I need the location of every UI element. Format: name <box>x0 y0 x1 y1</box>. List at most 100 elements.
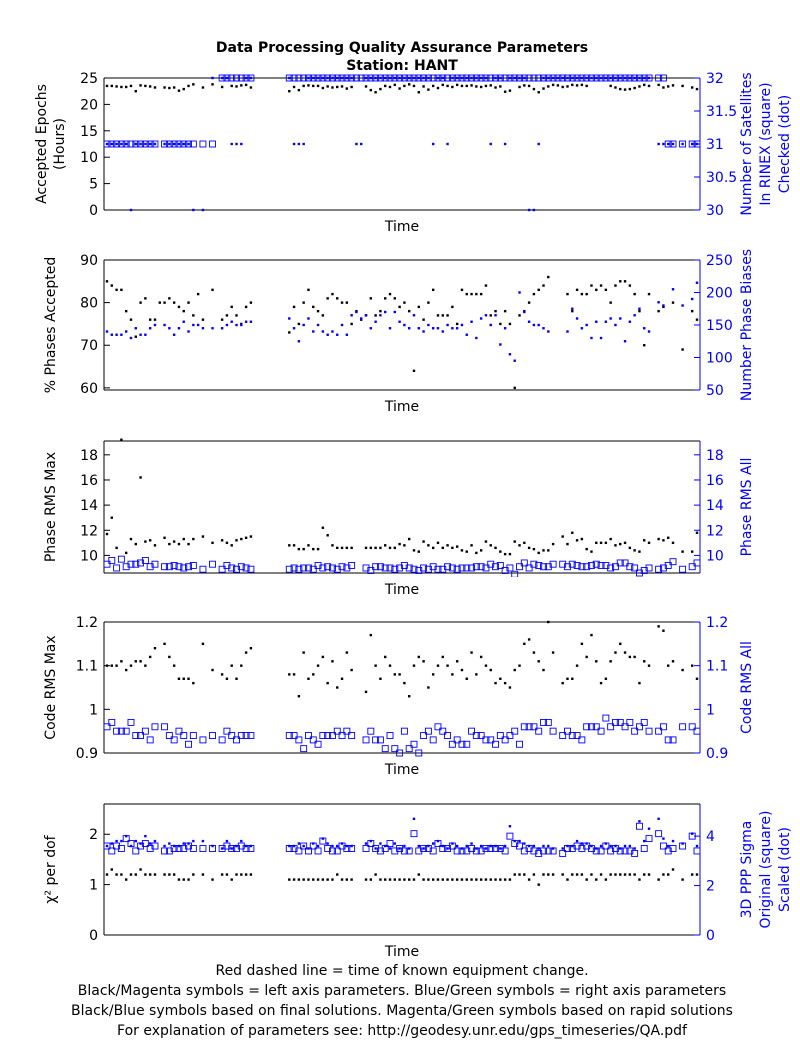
data-dot <box>350 322 353 326</box>
data-square <box>559 560 567 568</box>
data-dot <box>633 847 636 850</box>
data-dot <box>547 275 550 279</box>
data-square <box>223 74 231 82</box>
data-square <box>487 74 495 82</box>
data-dot <box>561 681 564 685</box>
data-dot <box>312 673 315 676</box>
data-dot <box>177 327 181 330</box>
data-dot <box>508 552 512 556</box>
data-square <box>669 736 677 744</box>
data-square <box>621 559 629 567</box>
data-dot <box>527 844 531 848</box>
data-dot <box>364 842 368 845</box>
data-square <box>516 842 523 850</box>
data-dot <box>494 314 497 317</box>
data-dot <box>580 842 584 845</box>
data-dot <box>619 542 622 546</box>
data-dot <box>336 873 339 876</box>
data-dot <box>460 549 464 552</box>
left-tick-label: 10 <box>80 150 98 166</box>
data-dot <box>551 847 555 850</box>
data-dot <box>407 83 411 86</box>
data-square <box>612 718 619 726</box>
data-dot <box>422 660 425 663</box>
data-dot <box>235 677 238 680</box>
data-dot <box>523 541 526 545</box>
data-dot <box>182 842 185 845</box>
data-square <box>439 74 447 82</box>
data-dot <box>105 664 109 667</box>
data-dot <box>695 531 699 534</box>
left-tick-label: 14 <box>80 498 98 514</box>
data-square <box>640 845 648 852</box>
data-dot <box>585 842 588 845</box>
data-dot <box>455 878 459 881</box>
data-dot <box>489 844 492 848</box>
data-dot <box>503 309 507 313</box>
left-tick-label: 10 <box>80 548 98 564</box>
data-dot <box>144 664 147 667</box>
data-dot <box>326 534 329 537</box>
left-tick-label: 70 <box>80 338 98 354</box>
data-square <box>659 842 667 850</box>
data-dot <box>614 323 617 327</box>
data-square <box>429 736 437 744</box>
data-square <box>588 723 595 731</box>
data-dot <box>187 677 190 680</box>
data-dot <box>177 542 181 546</box>
data-dot <box>451 305 454 309</box>
data-dot <box>667 536 670 539</box>
data-dot <box>369 76 373 80</box>
data-dot <box>235 844 238 848</box>
data-dot <box>393 878 397 881</box>
data-dot <box>542 284 545 287</box>
data-dot <box>124 142 128 146</box>
data-square <box>300 74 308 82</box>
data-dot <box>230 142 233 146</box>
data-dot <box>465 76 468 80</box>
data-dot <box>336 85 339 89</box>
data-dot <box>446 84 449 88</box>
data-dot <box>479 878 483 881</box>
data-dot <box>628 76 632 80</box>
data-dot <box>623 76 627 80</box>
data-square <box>122 727 130 735</box>
data-dot <box>667 142 670 146</box>
data-dot <box>139 142 142 146</box>
data-dot <box>571 873 574 876</box>
data-square <box>228 845 236 852</box>
data-dot <box>455 76 459 80</box>
data-square <box>333 74 341 82</box>
data-dot <box>460 76 464 80</box>
data-dot <box>547 873 550 876</box>
data-dot <box>412 76 416 80</box>
data-dot <box>220 539 224 542</box>
data-dot <box>619 873 622 876</box>
data-dot <box>407 309 411 313</box>
data-dot <box>484 314 488 317</box>
data-square <box>659 723 667 731</box>
data-dot <box>374 546 377 550</box>
data-marks <box>104 74 700 212</box>
data-dot <box>148 655 152 659</box>
data-dot <box>623 280 627 283</box>
data-square <box>161 563 169 571</box>
data-dot <box>134 90 137 93</box>
data-dot <box>571 844 574 848</box>
data-dot <box>695 318 699 321</box>
data-dot <box>422 76 425 80</box>
data-dot <box>244 305 248 309</box>
data-square <box>132 140 140 148</box>
data-dot <box>398 878 401 881</box>
data-dot <box>527 301 531 304</box>
data-square <box>314 847 322 855</box>
data-square <box>530 74 538 82</box>
data-dot <box>575 539 579 542</box>
data-square <box>429 847 437 855</box>
left-tick-label: 1 <box>89 702 98 718</box>
data-dot <box>479 549 483 552</box>
data-square <box>132 847 140 855</box>
data-dot <box>364 314 368 317</box>
left-axis-label: Accepted Epochs <box>34 84 50 204</box>
